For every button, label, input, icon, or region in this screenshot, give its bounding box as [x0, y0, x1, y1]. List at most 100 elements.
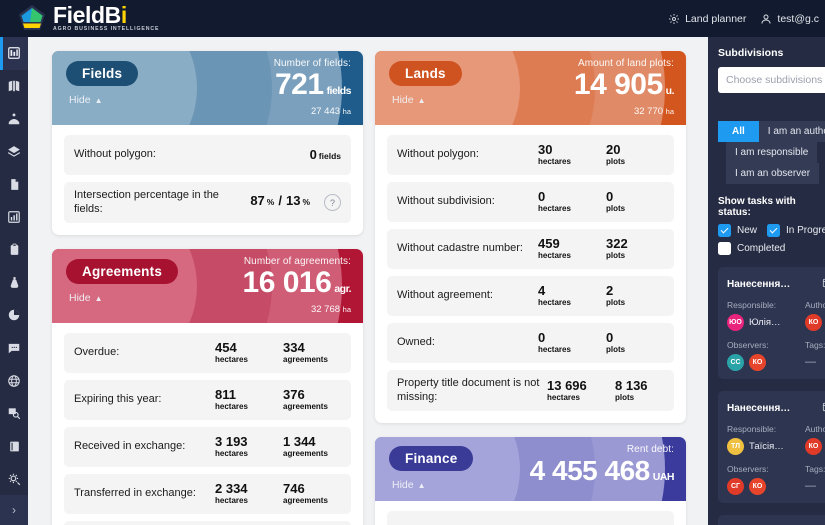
sidebar-expand-button[interactable]: › — [0, 495, 28, 525]
row-number: 0 — [309, 147, 317, 162]
metric-unit: fields — [326, 85, 352, 97]
row-unit-2: % — [302, 197, 310, 207]
row-unit: plots — [606, 345, 626, 354]
filter-responsible[interactable]: I am responsible — [726, 142, 818, 163]
table-row: Transferred in exchange: 2 334 hectares 7… — [64, 474, 351, 514]
table-row: Without cadastre number: 459 hectares 322… — [387, 229, 674, 269]
row-label: Without polygon: — [74, 148, 156, 161]
card-finance-hide-button[interactable]: Hide ▲ — [389, 479, 473, 491]
status-new[interactable]: New — [718, 224, 757, 237]
sidebar-item-tasks[interactable] — [0, 233, 28, 266]
metric-sub: 27 443 — [310, 106, 341, 117]
card-finance-title: Finance — [389, 446, 474, 471]
row-unit: hectares — [215, 355, 248, 364]
right-sidebar: Subdivisions Choose subdivisions All I a… — [708, 37, 825, 525]
status-completed-label: Completed — [737, 243, 786, 254]
checkbox-in-progress[interactable] — [767, 224, 781, 237]
filter-all[interactable]: All — [718, 121, 759, 142]
flask-icon — [8, 276, 21, 289]
sidebar-item-messages[interactable] — [0, 332, 28, 365]
task-card[interactable]: Нанесення… Responsible: ТЛ Таїсія… Obser… — [718, 391, 825, 503]
card-agreements-hide-button[interactable]: Hide ▲ — [66, 292, 178, 304]
status-in-progress[interactable]: In Progress — [767, 224, 825, 237]
avatar: СС — [727, 354, 744, 371]
card-agreements-rows: Overdue: 454 hectares 334 agreements Expir… — [52, 323, 363, 525]
row-value-2: 334 agreements — [283, 341, 341, 365]
metric-label: Amount of land plots: — [577, 58, 674, 69]
card-lands: Lands Hide ▲ Amount of land plots: 14 905… — [375, 51, 686, 423]
metric-unit: agr. — [334, 283, 351, 295]
chevron-up-icon: ▲ — [417, 95, 426, 105]
row-unit: plots — [606, 298, 626, 307]
land-planner-button[interactable]: Land planner — [668, 13, 746, 25]
dashboard-column-left: Fields Hide ▲ Number of fields: 721 fields… — [52, 51, 363, 525]
sidebar-item-analytics[interactable] — [0, 201, 28, 234]
card-lands-hide-button[interactable]: Hide ▲ — [389, 94, 462, 106]
app-logo[interactable]: FieldBi AGRO BUSINESS INTELLIGENCE — [0, 4, 159, 34]
sidebar-item-dashboard[interactable] — [0, 37, 28, 70]
logo-tagline: AGRO BUSINESS INTELLIGENCE — [53, 26, 160, 32]
card-fields: Fields Hide ▲ Number of fields: 721 fields… — [52, 51, 363, 235]
sidebar-item-settings[interactable] — [0, 463, 28, 496]
row-label: Transferred in exchange: — [74, 487, 196, 500]
row-value: 3 193 hectares — [215, 435, 283, 459]
row-number: 2 — [606, 283, 614, 298]
row-label: Without cadastre number: — [397, 242, 523, 255]
row-unit: hectares — [538, 298, 571, 307]
user-menu-button[interactable]: test@g.c — [760, 13, 819, 25]
hide-label: Hide — [69, 292, 91, 304]
help-icon[interactable]: ? — [324, 194, 341, 211]
task-card[interactable]: Нанесення… — [718, 515, 825, 525]
chevron-up-icon: ▲ — [94, 293, 103, 303]
row-label: Expiring this year: — [74, 393, 162, 406]
subdivisions-select[interactable]: Choose subdivisions — [718, 67, 825, 93]
row-number: 454 — [215, 340, 237, 355]
checkbox-completed[interactable] — [718, 242, 731, 255]
sidebar-item-layers[interactable] — [0, 135, 28, 168]
task-card[interactable]: Нанесення… Responsible: ЮО Юлія… Observe… — [718, 267, 825, 379]
row-value-2: 1 344 agreements — [283, 435, 341, 459]
card-agreements-title: Agreements — [66, 259, 179, 284]
row-label: Without polygon: — [397, 148, 479, 161]
sidebar-item-global[interactable] — [0, 364, 28, 397]
row-unit: agreements — [283, 496, 328, 505]
card-fields-hide-button[interactable]: Hide ▲ — [66, 94, 138, 106]
sidebar-item-library[interactable] — [0, 430, 28, 463]
filter-observer[interactable]: I am an observer — [726, 163, 820, 184]
clipboard-icon — [8, 243, 21, 256]
metric-value: 16 016 — [242, 266, 332, 299]
metric-label: Rent debt: — [626, 444, 674, 455]
sidebar-item-reports[interactable] — [0, 299, 28, 332]
row-number: 334 — [283, 340, 305, 355]
avatar: КО — [805, 438, 822, 455]
row-value-2: 8 136 plots — [615, 378, 673, 403]
row-label: Without agreement: — [397, 289, 493, 302]
row-number: 3 193 — [215, 434, 248, 449]
status-checkbox-group: New In Progress Completed — [718, 224, 825, 255]
row-unit: hectares — [215, 402, 248, 411]
row-label: Owned: — [397, 336, 435, 349]
checkbox-new[interactable] — [718, 224, 731, 237]
logo-b: B — [104, 2, 122, 28]
sidebar-item-monitoring[interactable] — [0, 397, 28, 430]
logo-field: Field — [53, 2, 105, 28]
tags-value: — — [805, 356, 816, 368]
sidebar-item-map[interactable] — [0, 70, 28, 103]
row-value-2: 20 plots — [606, 143, 664, 167]
card-fields-title: Fields — [66, 61, 139, 86]
table-row: Without polygon: 30 hectares 20 plots — [387, 135, 674, 175]
sidebar-item-fields[interactable] — [0, 102, 28, 135]
row-value-2: 0 plots — [606, 331, 664, 355]
row-label: Received in exchange: — [74, 440, 186, 453]
chevron-up-icon: ▲ — [417, 480, 426, 490]
top-bar-actions: Land planner test@g.c — [668, 13, 825, 25]
row-value-2: 746 agreements — [283, 482, 341, 506]
sidebar-item-documents[interactable] — [0, 168, 28, 201]
card-lands-metric: Amount of land plots: 14 905 u. 32 770 ha — [574, 51, 686, 117]
row-number: 20 — [606, 142, 621, 157]
status-completed[interactable]: Completed — [718, 242, 825, 255]
sidebar-item-soil[interactable] — [0, 266, 28, 299]
row-number: 0 — [538, 330, 546, 345]
filter-author[interactable]: I am an author — [758, 121, 825, 142]
row-number: 30 — [538, 142, 553, 157]
